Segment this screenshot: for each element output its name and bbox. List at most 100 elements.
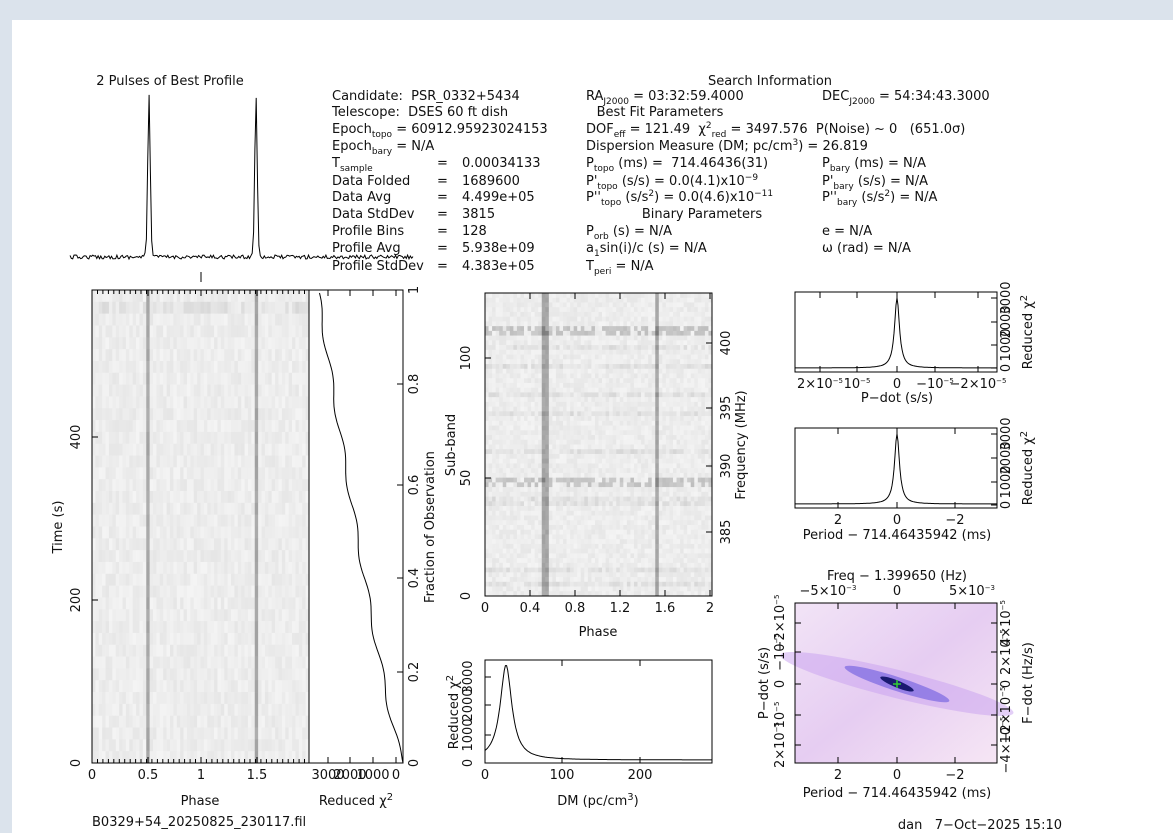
subband-pixel <box>510 402 514 407</box>
time-phase-pixel <box>228 657 232 669</box>
time-phase-pixel <box>156 609 160 621</box>
time-phase-pixel <box>187 586 191 598</box>
time-phase-pixel <box>106 444 110 456</box>
time-phase-pixel <box>194 314 198 326</box>
time-phase-pixel <box>299 361 303 373</box>
time-phase-pixel <box>136 314 140 326</box>
time-phase-pixel <box>129 444 133 456</box>
time-phase-pixel <box>99 751 103 763</box>
time-phase-pixel <box>126 645 130 657</box>
subband-pixel <box>563 411 567 416</box>
time-phase-pixel <box>187 550 191 562</box>
time-phase-pixel <box>197 597 201 609</box>
subband-pixel <box>538 454 542 459</box>
time-phase-pixel <box>153 597 157 609</box>
subband-pixel <box>666 364 670 369</box>
time-phase-pixel <box>217 574 221 586</box>
time-phase-pixel <box>234 657 238 669</box>
time-phase-pixel <box>214 396 218 408</box>
time-phase-pixel <box>207 456 211 468</box>
subband-pixel <box>602 359 606 364</box>
time-phase-pixel <box>146 716 150 728</box>
subband-pixel <box>673 302 677 307</box>
subband-pixel <box>531 416 535 421</box>
time-phase-pixel <box>112 597 116 609</box>
subband-pixel <box>627 336 631 341</box>
time-phase-pixel <box>268 633 272 645</box>
time-phase-pixel <box>295 479 299 491</box>
subband-pixel <box>513 355 517 360</box>
time-phase-pixel <box>245 396 249 408</box>
time-phase-pixel <box>139 527 143 539</box>
time-phase-pixel <box>139 515 143 527</box>
time-phase-pixel <box>224 704 228 716</box>
subband-pixel <box>677 421 681 426</box>
subband-pixel <box>559 321 563 326</box>
subband-pixel <box>528 388 532 393</box>
subband-pixel <box>630 421 634 426</box>
time-phase-pixel <box>231 597 235 609</box>
subband-pixel <box>641 440 645 445</box>
time-phase-pixel <box>275 503 279 515</box>
subband-pixel <box>556 355 560 360</box>
time-phase-pixel <box>207 692 211 704</box>
subband-pixel <box>606 383 610 388</box>
subband-pixel <box>627 416 631 421</box>
time-phase-pixel <box>241 716 245 728</box>
subband-pixel <box>645 293 649 298</box>
subband-pixel <box>492 440 496 445</box>
time-phase-pixel <box>170 633 174 645</box>
time-phase-pixel <box>129 645 133 657</box>
time-phase-pixel <box>241 692 245 704</box>
time-phase-pixel <box>116 408 120 420</box>
subband-pixel <box>616 359 620 364</box>
subband-pixel <box>503 440 507 445</box>
subband-pixel <box>641 307 645 312</box>
subband-pixel <box>510 397 514 402</box>
time-phase-pixel <box>241 609 245 621</box>
subband-pixel <box>528 459 532 464</box>
time-phase-pixel <box>123 680 127 692</box>
subband-pixel <box>513 397 517 402</box>
subband-pixel <box>513 336 517 341</box>
subband-pixel <box>556 421 560 426</box>
time-phase-pixel <box>92 739 96 751</box>
subband-pixel <box>602 373 606 378</box>
subband-pixel <box>559 426 563 431</box>
subband-pixel <box>577 373 581 378</box>
time-phase-pixel <box>217 349 221 361</box>
time-phase-pixel <box>278 657 282 669</box>
time-phase-pixel <box>295 657 299 669</box>
time-phase-pixel <box>92 385 96 397</box>
text-part: ω (rad) = N/A <box>822 241 911 256</box>
time-phase-pixel <box>153 527 157 539</box>
subband-pixel <box>528 340 532 345</box>
subband-pixel <box>503 312 507 317</box>
subband-pixel <box>627 307 631 312</box>
subband-pixel <box>616 426 620 431</box>
subband-pixel <box>655 392 659 397</box>
time-phase-pixel <box>180 290 184 302</box>
time-phase-pixel <box>112 515 116 527</box>
time-phase-pixel <box>92 349 96 361</box>
time-phase-pixel <box>123 716 127 728</box>
subband-pixel <box>545 373 549 378</box>
subband-pixel <box>520 388 524 393</box>
time-phase-pixel <box>224 645 228 657</box>
subband-pixel <box>673 298 677 303</box>
time-phase-pixel <box>150 408 154 420</box>
subband-pixel <box>698 378 702 383</box>
time-phase-pixel <box>268 527 272 539</box>
time-phase-pixel <box>245 597 249 609</box>
subband-pixel <box>691 392 695 397</box>
subband-pixel <box>666 445 670 450</box>
subband-pixel <box>552 383 556 388</box>
time-phase-pixel <box>214 574 218 586</box>
time-phase-pixel <box>211 373 215 385</box>
time-phase-pixel <box>234 739 238 751</box>
time-phase-pixel <box>163 538 167 550</box>
subband-pixel <box>492 383 496 388</box>
time-phase-pixel <box>217 408 221 420</box>
time-phase-pixel <box>150 562 154 574</box>
time-phase-pixel <box>180 314 184 326</box>
